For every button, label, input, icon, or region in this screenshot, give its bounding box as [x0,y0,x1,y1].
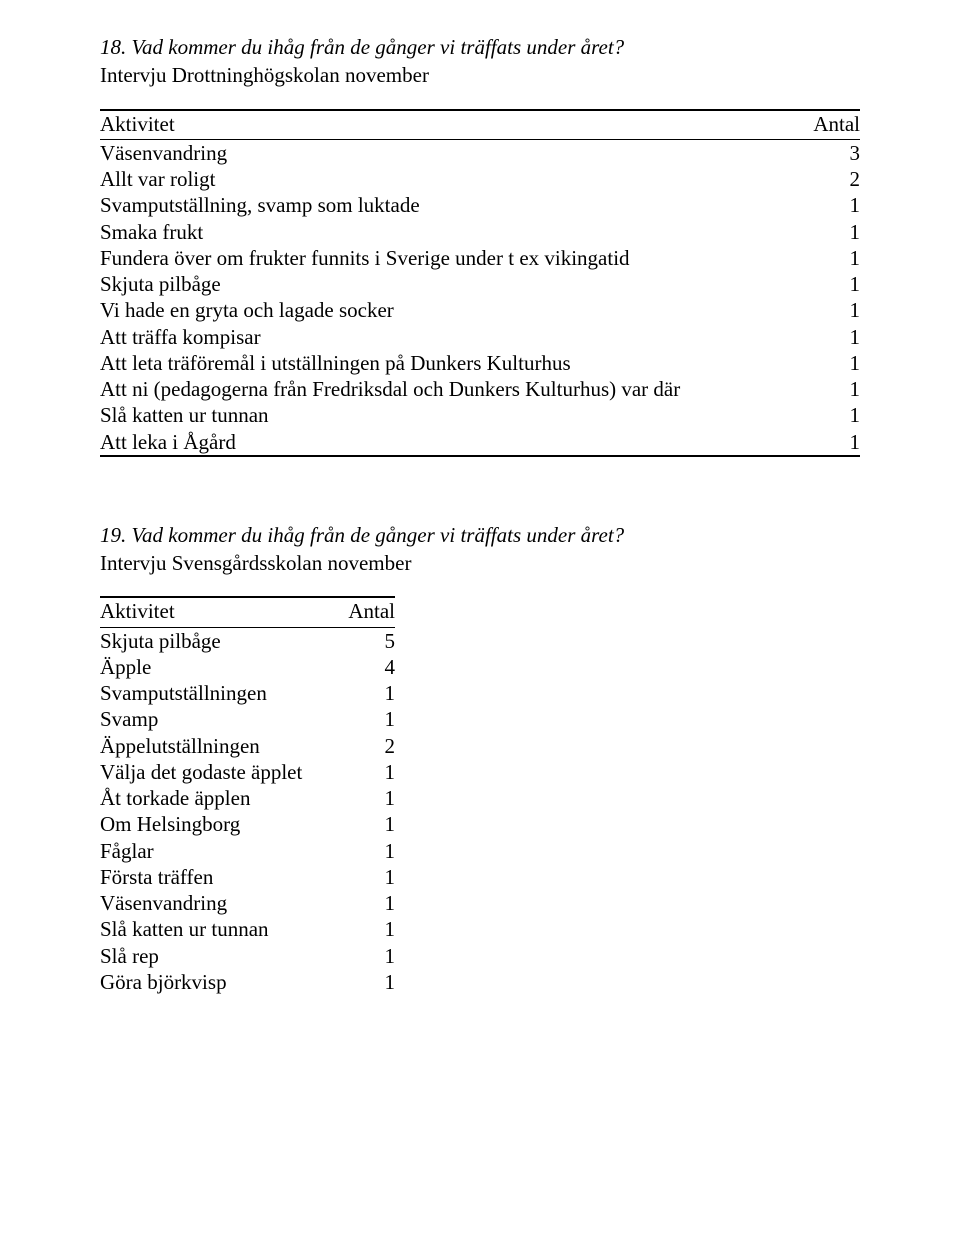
count-cell: 1 [790,297,860,323]
activity-cell: Slå katten ur tunnan [100,916,335,942]
table-row: Skjuta pilbåge1 [100,271,860,297]
table-row: Väsenvandring3 [100,139,860,166]
activity-cell: Slå katten ur tunnan [100,402,790,428]
activity-cell: Om Helsingborg [100,811,335,837]
activity-cell: Göra björkvisp [100,969,335,995]
count-cell: 1 [790,402,860,428]
table-row: Fåglar1 [100,838,395,864]
activity-cell: Svamputställning, svamp som luktade [100,192,790,218]
count-cell: 1 [335,680,395,706]
question-18-heading: 18. Vad kommer du ihåg från de gånger vi… [100,34,860,60]
document-page: 18. Vad kommer du ihåg från de gånger vi… [0,0,960,1233]
question-19-heading: 19. Vad kommer du ihåg från de gånger vi… [100,522,860,548]
count-cell: 1 [335,785,395,811]
activity-cell: Välja det godaste äpplet [100,759,335,785]
table-row: Välja det godaste äpplet1 [100,759,395,785]
count-cell: 1 [790,324,860,350]
count-cell: 1 [335,890,395,916]
table-row: Vi hade en gryta och lagade socker1 [100,297,860,323]
table-row: Skjuta pilbåge5 [100,627,395,654]
activity-cell: Äpple [100,654,335,680]
activity-cell: Vi hade en gryta och lagade socker [100,297,790,323]
table-row: Slå rep1 [100,943,395,969]
count-cell: 1 [335,811,395,837]
count-cell: 1 [335,759,395,785]
activity-cell: Skjuta pilbåge [100,271,790,297]
table-row: Äpple4 [100,654,395,680]
count-cell: 2 [790,166,860,192]
count-cell: 4 [335,654,395,680]
table-row: Att träffa kompisar1 [100,324,860,350]
count-cell: 1 [335,864,395,890]
table-row: Om Helsingborg1 [100,811,395,837]
activity-cell: Att leka i Ågård [100,429,790,456]
count-cell: 1 [790,376,860,402]
activity-cell: Svamp [100,706,335,732]
table-row: Åt torkade äpplen1 [100,785,395,811]
count-cell: 2 [335,733,395,759]
table-1-col-activity: Aktivitet [100,110,790,140]
activity-cell: Skjuta pilbåge [100,627,335,654]
section-spacer [100,457,860,522]
count-cell: 1 [790,219,860,245]
table-row: Att ni (pedagogerna från Fredriksdal och… [100,376,860,402]
table-1: Aktivitet Antal Väsenvandring3Allt var r… [100,109,860,457]
count-cell: 5 [335,627,395,654]
activity-cell: Att leta träföremål i utställningen på D… [100,350,790,376]
table-row: Fundera över om frukter funnits i Sverig… [100,245,860,271]
table-2-col-count: Antal [335,597,395,627]
activity-cell: Smaka frukt [100,219,790,245]
table-row: Svamputställning, svamp som luktade1 [100,192,860,218]
count-cell: 1 [335,969,395,995]
table-1-header-row: Aktivitet Antal [100,110,860,140]
table-2-header-row: Aktivitet Antal [100,597,395,627]
count-cell: 1 [790,192,860,218]
activity-cell: Att träffa kompisar [100,324,790,350]
table-row: Smaka frukt1 [100,219,860,245]
activity-cell: Slå rep [100,943,335,969]
count-cell: 1 [790,245,860,271]
count-cell: 1 [335,916,395,942]
table-row: Att leta träföremål i utställningen på D… [100,350,860,376]
question-18-subheading: Intervju Drottninghögskolan november [100,62,860,88]
count-cell: 3 [790,139,860,166]
activity-cell: Svamputställningen [100,680,335,706]
count-cell: 1 [335,706,395,732]
count-cell: 1 [790,429,860,456]
table-row: Göra björkvisp1 [100,969,395,995]
count-cell: 1 [790,271,860,297]
count-cell: 1 [335,943,395,969]
activity-cell: Åt torkade äpplen [100,785,335,811]
activity-cell: Att ni (pedagogerna från Fredriksdal och… [100,376,790,402]
table-row: Allt var roligt2 [100,166,860,192]
activity-cell: Äppelutställningen [100,733,335,759]
table-row: Väsenvandring1 [100,890,395,916]
table-2: Aktivitet Antal Skjuta pilbåge5Äpple4Sva… [100,596,395,995]
activity-cell: Väsenvandring [100,890,335,916]
question-19-subheading: Intervju Svensgårdsskolan november [100,550,860,576]
table-row: Svamp1 [100,706,395,732]
table-row: Första träffen1 [100,864,395,890]
activity-cell: Fundera över om frukter funnits i Sverig… [100,245,790,271]
table-row: Slå katten ur tunnan1 [100,402,860,428]
table-row: Svamputställningen1 [100,680,395,706]
table-row: Att leka i Ågård1 [100,429,860,456]
table-row: Slå katten ur tunnan1 [100,916,395,942]
table-2-col-activity: Aktivitet [100,597,335,627]
activity-cell: Första träffen [100,864,335,890]
activity-cell: Fåglar [100,838,335,864]
activity-cell: Allt var roligt [100,166,790,192]
table-row: Äppelutställningen2 [100,733,395,759]
table-1-col-count: Antal [790,110,860,140]
count-cell: 1 [335,838,395,864]
count-cell: 1 [790,350,860,376]
activity-cell: Väsenvandring [100,139,790,166]
